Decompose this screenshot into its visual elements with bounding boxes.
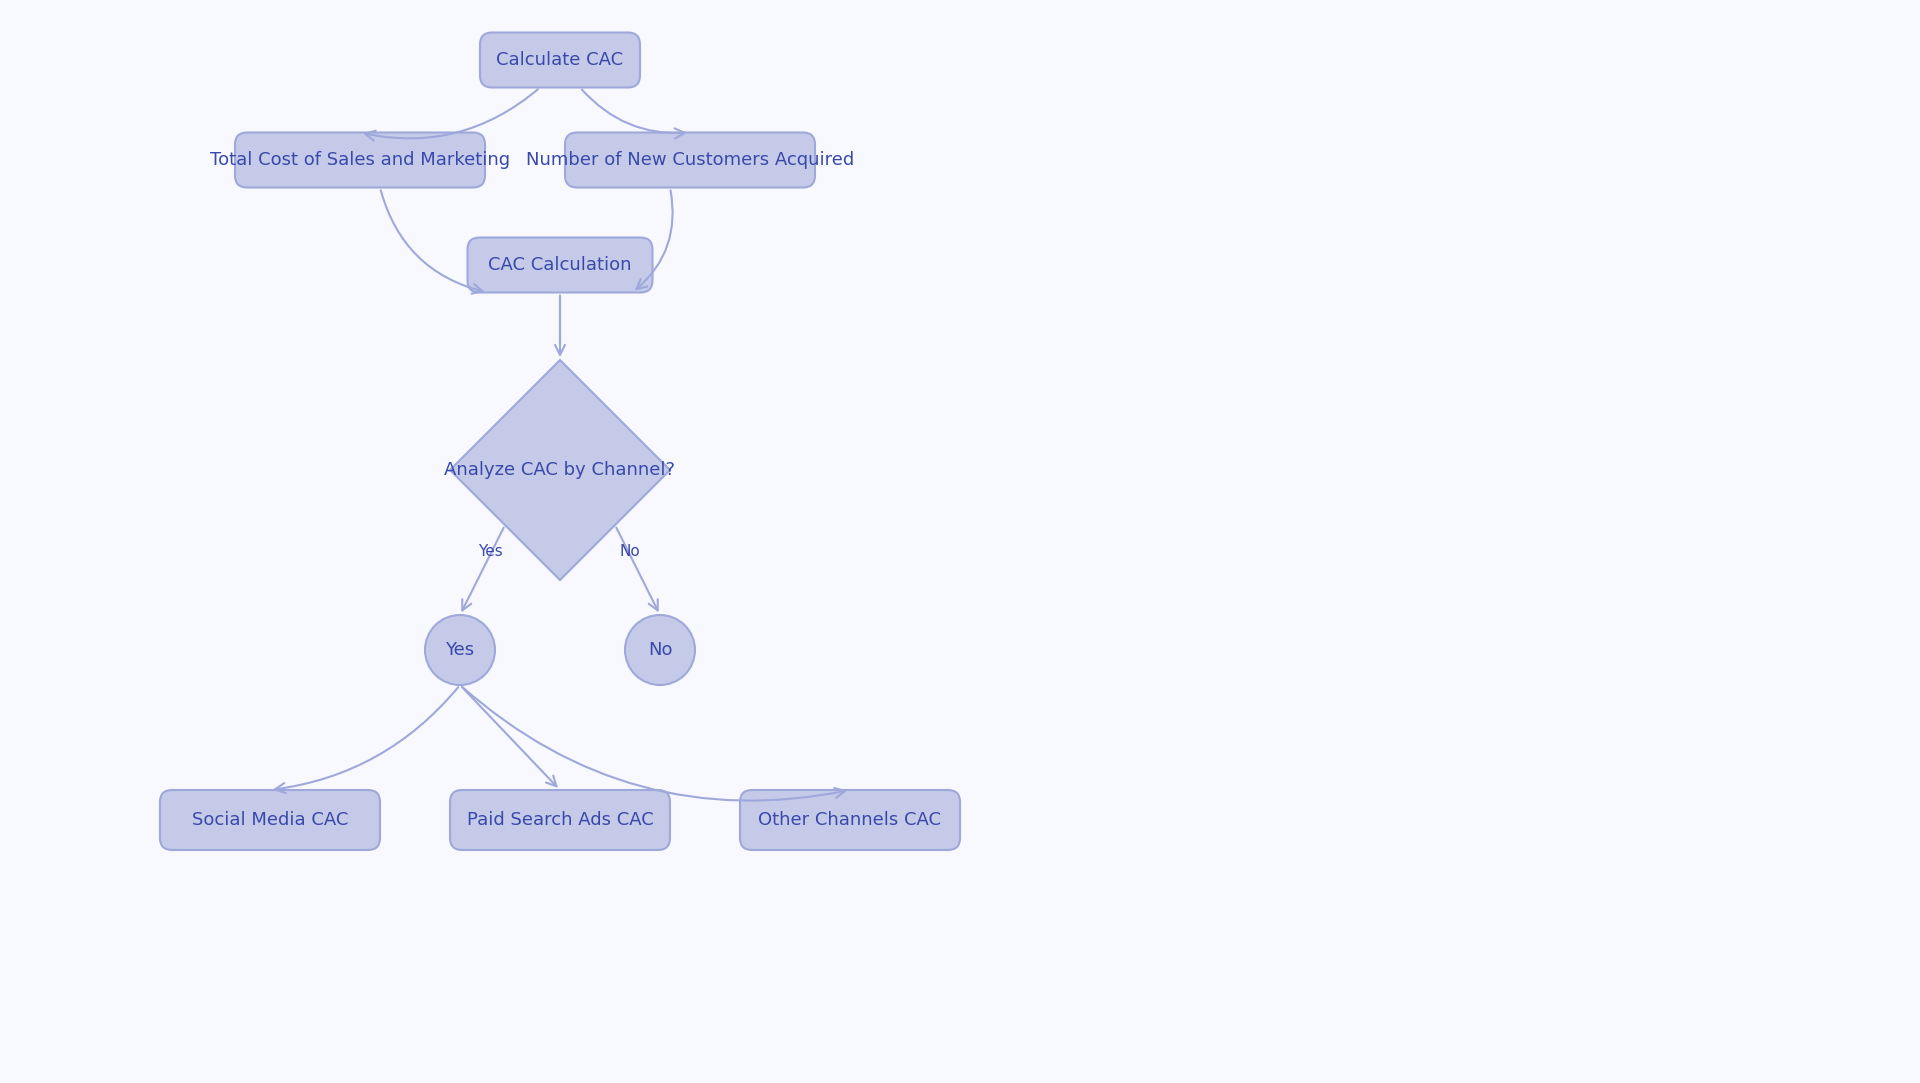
Text: Other Channels CAC: Other Channels CAC bbox=[758, 811, 941, 828]
Text: Yes: Yes bbox=[478, 545, 503, 560]
Text: No: No bbox=[647, 641, 672, 658]
FancyBboxPatch shape bbox=[159, 790, 380, 850]
Text: Yes: Yes bbox=[445, 641, 474, 658]
FancyBboxPatch shape bbox=[467, 237, 653, 292]
FancyBboxPatch shape bbox=[739, 790, 960, 850]
Text: Calculate CAC: Calculate CAC bbox=[497, 51, 624, 69]
Circle shape bbox=[424, 615, 495, 686]
Text: Social Media CAC: Social Media CAC bbox=[192, 811, 348, 828]
FancyBboxPatch shape bbox=[449, 790, 670, 850]
Text: Total Cost of Sales and Marketing: Total Cost of Sales and Marketing bbox=[209, 151, 511, 169]
Polygon shape bbox=[449, 360, 670, 580]
FancyBboxPatch shape bbox=[480, 32, 639, 88]
FancyBboxPatch shape bbox=[564, 132, 814, 187]
Text: Number of New Customers Acquired: Number of New Customers Acquired bbox=[526, 151, 854, 169]
Text: Analyze CAC by Channel?: Analyze CAC by Channel? bbox=[445, 461, 676, 479]
Text: No: No bbox=[620, 545, 641, 560]
Circle shape bbox=[626, 615, 695, 686]
Text: CAC Calculation: CAC Calculation bbox=[488, 256, 632, 274]
FancyBboxPatch shape bbox=[234, 132, 486, 187]
Text: Paid Search Ads CAC: Paid Search Ads CAC bbox=[467, 811, 653, 828]
